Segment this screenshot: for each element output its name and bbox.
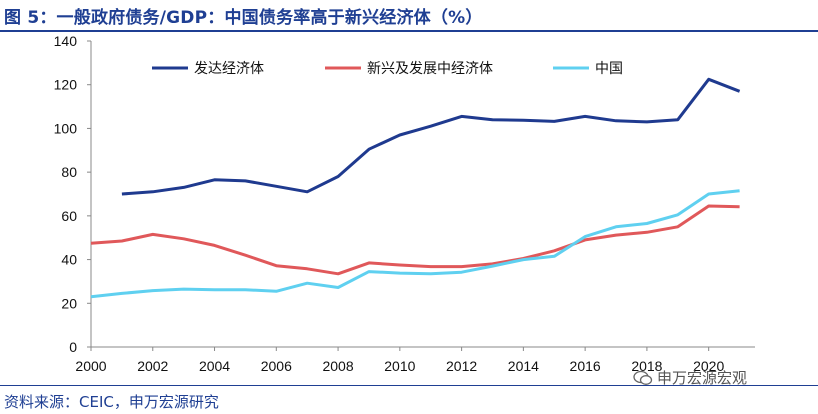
- footer-rule: [0, 385, 818, 386]
- legend-label: 新兴及发展中经济体: [367, 61, 493, 77]
- series-line-0: [121, 77, 741, 196]
- series-line-1: [90, 204, 740, 276]
- source-note: 资料来源：CEIC，申万宏源研究: [4, 393, 219, 411]
- y-tick-label: 60: [61, 208, 77, 224]
- legend-label: 中国: [595, 61, 623, 77]
- x-tick-label: 2006: [261, 358, 292, 374]
- watermark-text: 申万宏源宏观: [657, 369, 748, 387]
- x-tick-label: 2008: [322, 358, 353, 374]
- y-tick-label: 40: [61, 252, 77, 268]
- y-tick-label: 0: [69, 339, 77, 355]
- y-tick-label: 20: [61, 295, 77, 311]
- x-tick-label: 2000: [75, 358, 106, 374]
- x-tick-label: 2010: [384, 358, 415, 374]
- y-tick-label: 80: [61, 164, 77, 180]
- legend-label: 发达经济体: [194, 61, 264, 77]
- chart-title: 图 5：一般政府债务/GDP：中国债务率高于新兴经济体（%）: [4, 8, 483, 28]
- y-tick-label: 140: [54, 33, 78, 49]
- wechat-icon: [633, 370, 653, 385]
- x-tick-label: 2018: [631, 358, 662, 374]
- watermark: 申万宏源宏观: [633, 367, 747, 388]
- title-underline: [0, 30, 818, 32]
- y-tick-label: 100: [54, 120, 78, 136]
- y-tick-label: 120: [54, 77, 78, 93]
- x-tick-label: 2016: [570, 358, 601, 374]
- line-chart: 0 20 40 60 80 100 120 140 2000 2002 2004 2006 2008 20…: [54, 33, 755, 374]
- x-tick-label: 2014: [508, 358, 539, 374]
- x-tick-label: 2004: [199, 358, 230, 374]
- x-tick-label: 2002: [137, 358, 168, 374]
- x-tick-label: 2012: [446, 358, 477, 374]
- x-tick-label: 2020: [693, 358, 724, 374]
- series-line-2: [90, 189, 740, 299]
